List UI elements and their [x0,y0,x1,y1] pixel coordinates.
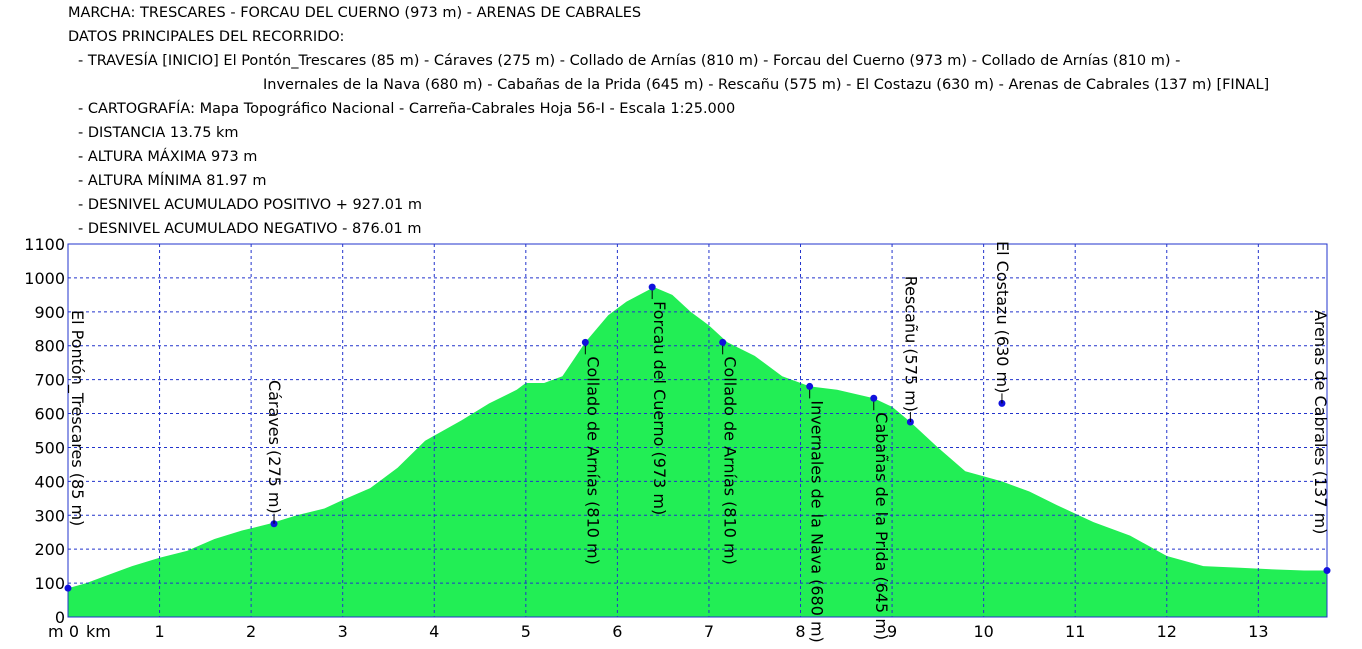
desnivel-negativo-info: - DESNIVEL ACUMULADO NEGATIVO - 876.01 m [78,221,422,237]
x-tick-label: 8 [795,622,805,641]
x-tick-label: 2 [246,622,256,641]
y-axis-unit: m [48,622,64,641]
travesia-line-2: Invernales de la Nava (680 m) - Cabañas … [263,77,1270,93]
plot-frame [67,243,1328,618]
y-tick-label: 100 [34,574,65,593]
cartografia-info: - CARTOGRAFÍA: Mapa Topográfico Nacional… [78,101,736,117]
waypoint-marker [64,584,72,592]
x-tick-label: 4 [429,622,439,641]
waypoint-label: Collado de Arnías (810 m) [583,356,602,565]
y-tick-label: 300 [34,506,65,525]
x-tick-label: 10 [973,622,993,641]
y-tick-label: 0 [55,608,65,627]
y-tick-label: 500 [34,438,65,457]
waypoint-label: Collado de Arnías (810 m) [721,356,740,565]
waypoint-label: Cabañas de la Prida (645 m) [872,412,891,640]
waypoint-label: Forcau del Cuerno (973 m) [650,301,669,515]
y-tick-label: 200 [34,540,65,559]
waypoint-marker [719,338,727,346]
x-tick-label: 0 [69,622,79,641]
waypoint-label: Rescañu (575 m) [901,276,920,412]
waypoint-marker [870,394,878,402]
y-tick-label: 1000 [24,269,65,288]
waypoint-marker [806,382,814,390]
elevation-area [68,287,1327,617]
waypoint-label: El Costazu (630 m) [993,241,1012,393]
x-tick-label: 7 [704,622,714,641]
x-tick-label: 13 [1248,622,1268,641]
desnivel-positivo-info: - DESNIVEL ACUMULADO POSITIVO + 927.01 m [78,197,422,213]
waypoint-label: Cáraves (275 m) [265,380,284,514]
y-tick-label: 900 [34,303,65,322]
x-tick-label: 11 [1065,622,1085,641]
altura-minima-info: - ALTURA MÍNIMA 81.97 m [78,173,267,189]
x-tick-label: 5 [521,622,531,641]
altura-maxima-info: - ALTURA MÁXIMA 973 m [78,149,258,165]
travesia-line-1: - TRAVESÍA [INICIO] El Pontón_Trescares … [78,53,1181,69]
chart-subtitle: DATOS PRINCIPALES DEL RECORRIDO: [68,29,345,45]
distancia-info: - DISTANCIA 13.75 km [78,125,239,141]
y-tick-label: 700 [34,371,65,390]
y-tick-label: 600 [34,405,65,424]
y-tick-label: 400 [34,472,65,491]
x-tick-label: 9 [887,622,897,641]
waypoint-label: Arenas de Cabrales (137 m) [1311,310,1330,534]
waypoint-label: El Pontón_Trescares (85 m) [67,310,87,526]
chart-title: MARCHA: TRESCARES - FORCAU DEL CUERNO (9… [68,5,642,21]
y-tick-label: 1100 [24,235,65,254]
x-tick-label: 1 [154,622,164,641]
x-tick-label: 6 [612,622,622,641]
waypoint-marker [1323,567,1331,575]
x-axis-unit: km [86,622,111,641]
x-tick-label: 3 [338,622,348,641]
y-tick-label: 800 [34,337,65,356]
waypoint-marker [581,338,589,346]
x-tick-label: 12 [1157,622,1177,641]
waypoint-label: Invernales de la Nava (680 m) [808,400,827,642]
waypoint-marker [648,283,656,291]
